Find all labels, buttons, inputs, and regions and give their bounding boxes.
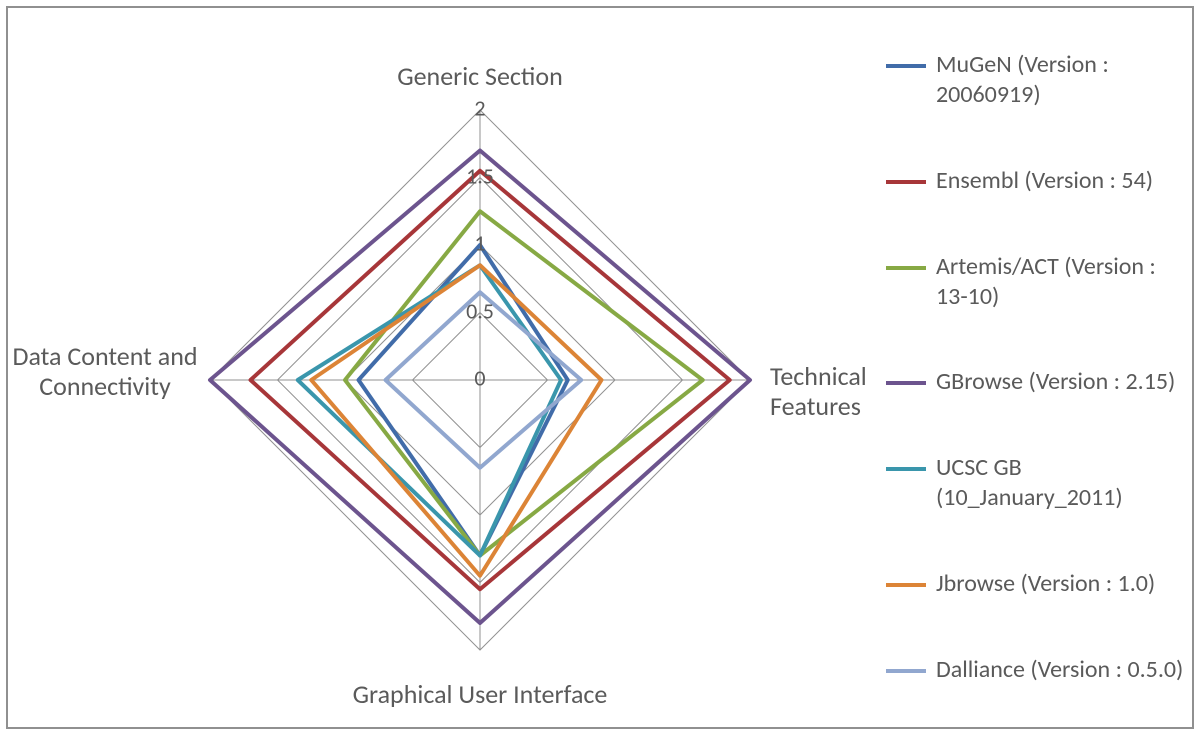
radar-svg: [20, 20, 880, 715]
legend-swatch: [886, 180, 926, 184]
legend-item: Dalliance (Version : 0.5.0): [886, 655, 1186, 685]
legend-swatch: [886, 64, 926, 68]
legend-item: Ensembl (Version : 54): [886, 166, 1186, 196]
legend-swatch: [886, 583, 926, 587]
legend-item: Jbrowse (Version : 1.0): [886, 569, 1186, 599]
chart-frame: Generic SectionTechnical FeaturesGraphic…: [0, 0, 1200, 735]
legend-swatch: [886, 381, 926, 385]
legend-label: UCSC GB (10_January_2011): [936, 453, 1186, 513]
legend: MuGeN (Version : 20060919) Ensembl (Versi…: [886, 12, 1186, 723]
legend-swatch: [886, 266, 926, 270]
legend-label: MuGeN (Version : 20060919): [936, 50, 1186, 110]
legend-label: GBrowse (Version : 2.15): [936, 367, 1186, 397]
legend-item: Artemis/ACT (Version : 13-10): [886, 252, 1186, 312]
legend-swatch: [886, 669, 926, 673]
legend-label: Ensembl (Version : 54): [936, 166, 1186, 196]
legend-item: MuGeN (Version : 20060919): [886, 50, 1186, 110]
legend-label: Dalliance (Version : 0.5.0): [936, 655, 1186, 685]
legend-label: Artemis/ACT (Version : 13-10): [936, 252, 1186, 312]
legend-swatch: [886, 467, 926, 471]
radar-chart-area: Generic SectionTechnical FeaturesGraphic…: [20, 20, 880, 715]
legend-item: GBrowse (Version : 2.15): [886, 367, 1186, 397]
legend-label: Jbrowse (Version : 1.0): [936, 569, 1186, 599]
legend-item: UCSC GB (10_January_2011): [886, 453, 1186, 513]
